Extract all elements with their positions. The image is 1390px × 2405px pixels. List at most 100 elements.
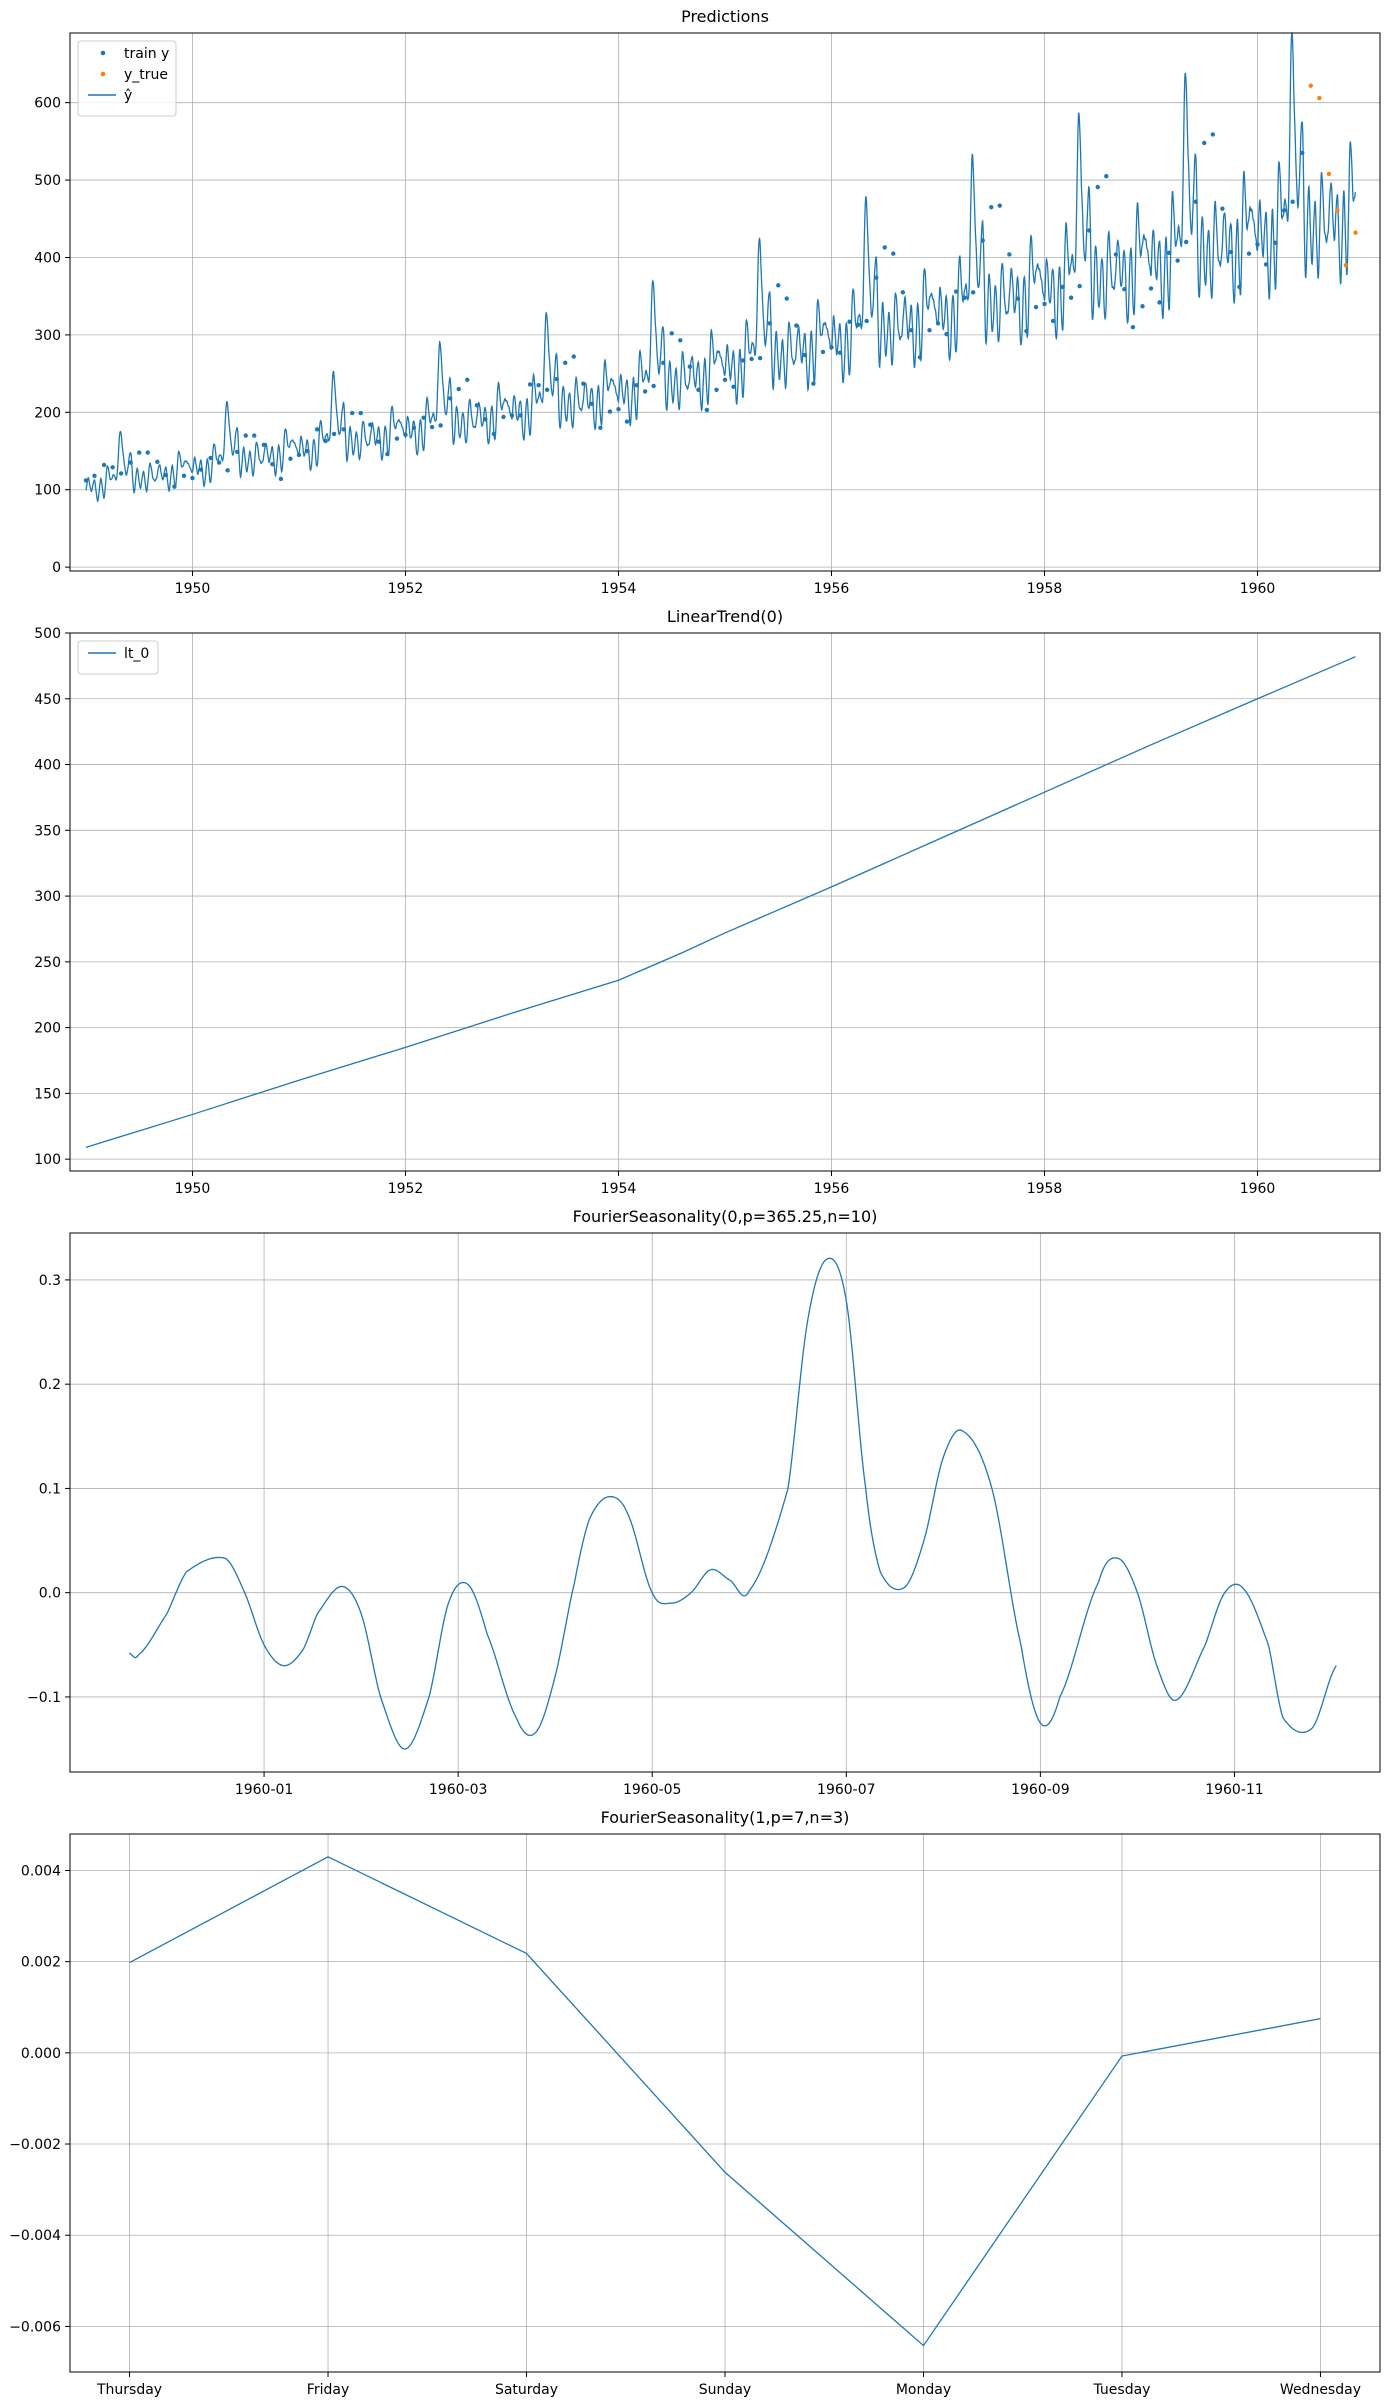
y-tick-label: 0.004	[21, 1863, 61, 1879]
train-point	[341, 427, 346, 432]
legend-item: y_true	[100, 67, 168, 83]
train-point	[757, 355, 763, 361]
x-tick-label: 1960-07	[817, 1782, 876, 1798]
true-point	[1343, 263, 1349, 268]
train-point	[465, 377, 470, 382]
train-point	[1104, 174, 1109, 179]
train-point	[1068, 295, 1074, 300]
train-point	[155, 459, 160, 465]
train-point	[642, 389, 648, 394]
train-point	[731, 384, 736, 389]
y-tick-label: 0.3	[39, 1273, 61, 1289]
train-point	[483, 417, 488, 422]
train-point	[1122, 287, 1127, 292]
x-tick-label: Tuesday	[1092, 2382, 1150, 2398]
train-point	[1113, 252, 1119, 257]
train-point	[837, 350, 843, 355]
legend-item: ŷ	[88, 88, 132, 104]
train-points	[83, 132, 1305, 489]
train-point	[740, 358, 746, 363]
train-point	[678, 338, 683, 343]
train-point	[421, 415, 426, 420]
train-point	[1042, 301, 1047, 307]
train-point	[1202, 140, 1207, 146]
train-point	[118, 471, 124, 476]
legend-label: y_true	[124, 67, 168, 83]
true-point	[1308, 83, 1313, 88]
x-tick-label: 1950	[175, 1181, 211, 1197]
x-tick-label: 1958	[1027, 581, 1063, 597]
legend: lt_0	[77, 640, 159, 675]
legend-marker	[100, 50, 106, 56]
chart-title: FourierSeasonality(0,p=365.25,n=10)	[573, 1207, 878, 1226]
y-tick-label: 0	[52, 560, 61, 576]
train-point	[1210, 132, 1215, 137]
train-point	[314, 427, 320, 432]
train-point	[376, 439, 382, 444]
train-point	[385, 451, 390, 457]
x-tick-label: 1960-11	[1205, 1782, 1264, 1798]
plot-area	[83, 31, 1358, 503]
train-point	[802, 352, 808, 358]
train-point	[571, 354, 576, 359]
legend-box	[77, 40, 177, 117]
train-point	[1220, 206, 1225, 211]
x-tick-label: 1956	[814, 581, 850, 597]
train-point	[944, 331, 949, 337]
train-point	[101, 462, 107, 468]
x-tick-label: 1954	[601, 581, 637, 597]
x-tick-label: 1960-09	[1011, 1782, 1070, 1798]
train-point	[527, 382, 533, 387]
train-point	[989, 204, 994, 210]
y-tick-label: 500	[34, 626, 61, 642]
train-point	[145, 450, 150, 455]
grid	[70, 632, 1380, 1171]
train-point	[411, 425, 417, 430]
y-tick-label: −0.004	[9, 2228, 61, 2244]
train-point	[225, 468, 230, 473]
y-tick-label: 0.002	[21, 1955, 61, 1971]
train-point	[252, 433, 257, 438]
train-point	[1228, 249, 1234, 255]
train-point	[784, 296, 789, 301]
train-point	[581, 381, 586, 386]
y-tick-label: 0.1	[39, 1481, 61, 1497]
y-tick-label: 150	[34, 1086, 61, 1102]
train-point	[722, 377, 728, 382]
train-point	[1157, 300, 1162, 305]
train-point	[687, 364, 693, 369]
x-tick-label: 1950	[175, 581, 211, 597]
y-tick-label: 0.2	[39, 1377, 61, 1393]
train-point	[634, 383, 639, 388]
train-point	[358, 410, 363, 416]
train-point	[855, 322, 861, 328]
y-tick-label: 100	[34, 483, 61, 499]
y-tick-label: −0.006	[9, 2319, 61, 2335]
x-tick-label: Friday	[307, 2382, 349, 2398]
train-point	[563, 360, 568, 365]
legend: train y y_true ŷ	[77, 40, 177, 117]
y-tick-label: 600	[34, 96, 61, 112]
train-point	[714, 387, 719, 393]
train-point	[661, 360, 666, 365]
train-point	[554, 376, 559, 382]
train-point	[980, 238, 985, 243]
x-tick-label: Wednesday	[1280, 2382, 1361, 2398]
train-point	[1183, 239, 1189, 245]
train-point	[1024, 328, 1029, 334]
train-point	[456, 386, 461, 392]
train-point	[624, 419, 630, 424]
train-point	[305, 448, 310, 454]
x-tick-label: 1960-01	[235, 1782, 294, 1798]
train-point	[874, 275, 879, 280]
train-point	[331, 431, 337, 437]
train-point	[749, 356, 754, 362]
train-point	[1060, 284, 1065, 290]
train-point	[1077, 283, 1082, 289]
x-tick-label: 1952	[388, 1181, 424, 1197]
grid	[70, 33, 1380, 571]
train-point	[181, 473, 187, 478]
train-point	[1033, 304, 1039, 310]
x-tick-label: Sunday	[699, 2382, 751, 2398]
x-tick-label: Thursday	[96, 2382, 162, 2398]
